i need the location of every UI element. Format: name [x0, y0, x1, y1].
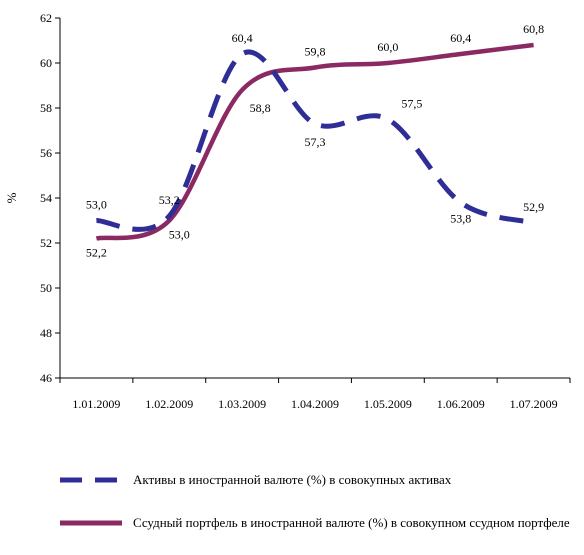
data-label-loans: 60,4	[450, 31, 471, 45]
data-label-assets: 53,8	[450, 212, 471, 226]
x-tick-label: 1.07.2009	[510, 397, 558, 411]
y-axis-ticks: 46 48 50 52 54 56 58 60 62	[40, 11, 60, 385]
data-labels: 53,0 53,2 60,4 57,3 57,5 53,8 52,9 52,2 53,0 58,8…	[86, 22, 544, 260]
series-line-assets	[96, 49, 535, 232]
data-label-loans: 60,8	[523, 22, 544, 36]
x-tick-label: 1.05.2009	[364, 397, 412, 411]
data-label-assets: 57,5	[401, 96, 422, 110]
x-tick-label: 1.06.2009	[437, 397, 485, 411]
series-line-loans	[95, 42, 534, 241]
x-tick-label: 1.04.2009	[291, 397, 339, 411]
chart-axes	[59, 18, 570, 379]
data-label-assets: 53,0	[86, 198, 107, 212]
y-tick-label: 52	[40, 236, 52, 250]
y-tick-label: 48	[40, 326, 52, 340]
y-tick-label: 54	[40, 191, 52, 205]
series-lines	[95, 42, 535, 241]
legend-item-assets: Активы в иностранной валюте (%) в совоку…	[0, 470, 584, 490]
legend-label-loans: Ссудный портфель в иностранной валюте (%…	[133, 515, 570, 530]
data-label-assets: 60,4	[232, 31, 253, 45]
data-label-loans: 59,8	[305, 45, 326, 59]
data-label-loans: 58,8	[250, 101, 271, 115]
y-axis-label: %	[4, 192, 19, 203]
y-tick-label: 46	[40, 371, 52, 385]
data-label-assets: 53,2	[159, 193, 180, 207]
y-tick-label: 56	[40, 146, 52, 160]
legend-swatch-solid	[60, 520, 122, 526]
data-label-loans: 53,0	[169, 228, 190, 242]
y-tick-label: 50	[40, 281, 52, 295]
x-tick-label: 1.03.2009	[218, 397, 266, 411]
y-tick-label: 60	[40, 56, 52, 70]
data-label-loans: 52,2	[86, 246, 107, 260]
y-tick-label: 58	[40, 101, 52, 115]
x-tick-label: 1.02.2009	[145, 397, 193, 411]
data-label-assets: 52,9	[523, 200, 544, 214]
y-tick-label: 62	[40, 11, 52, 25]
legend-item-loans: Ссудный портфель в иностранной валюте (%…	[0, 514, 584, 554]
data-label-assets: 57,3	[305, 135, 326, 149]
legend-swatch-dashed	[60, 477, 122, 483]
legend-label-assets: Активы в иностранной валюте (%) в совоку…	[133, 472, 452, 487]
x-axis-ticks: 1.01.2009 1.02.2009 1.03.2009 1.04.2009 1.05…	[59, 378, 571, 411]
data-label-loans: 60,0	[377, 40, 398, 54]
x-tick-label: 1.01.2009	[72, 397, 120, 411]
